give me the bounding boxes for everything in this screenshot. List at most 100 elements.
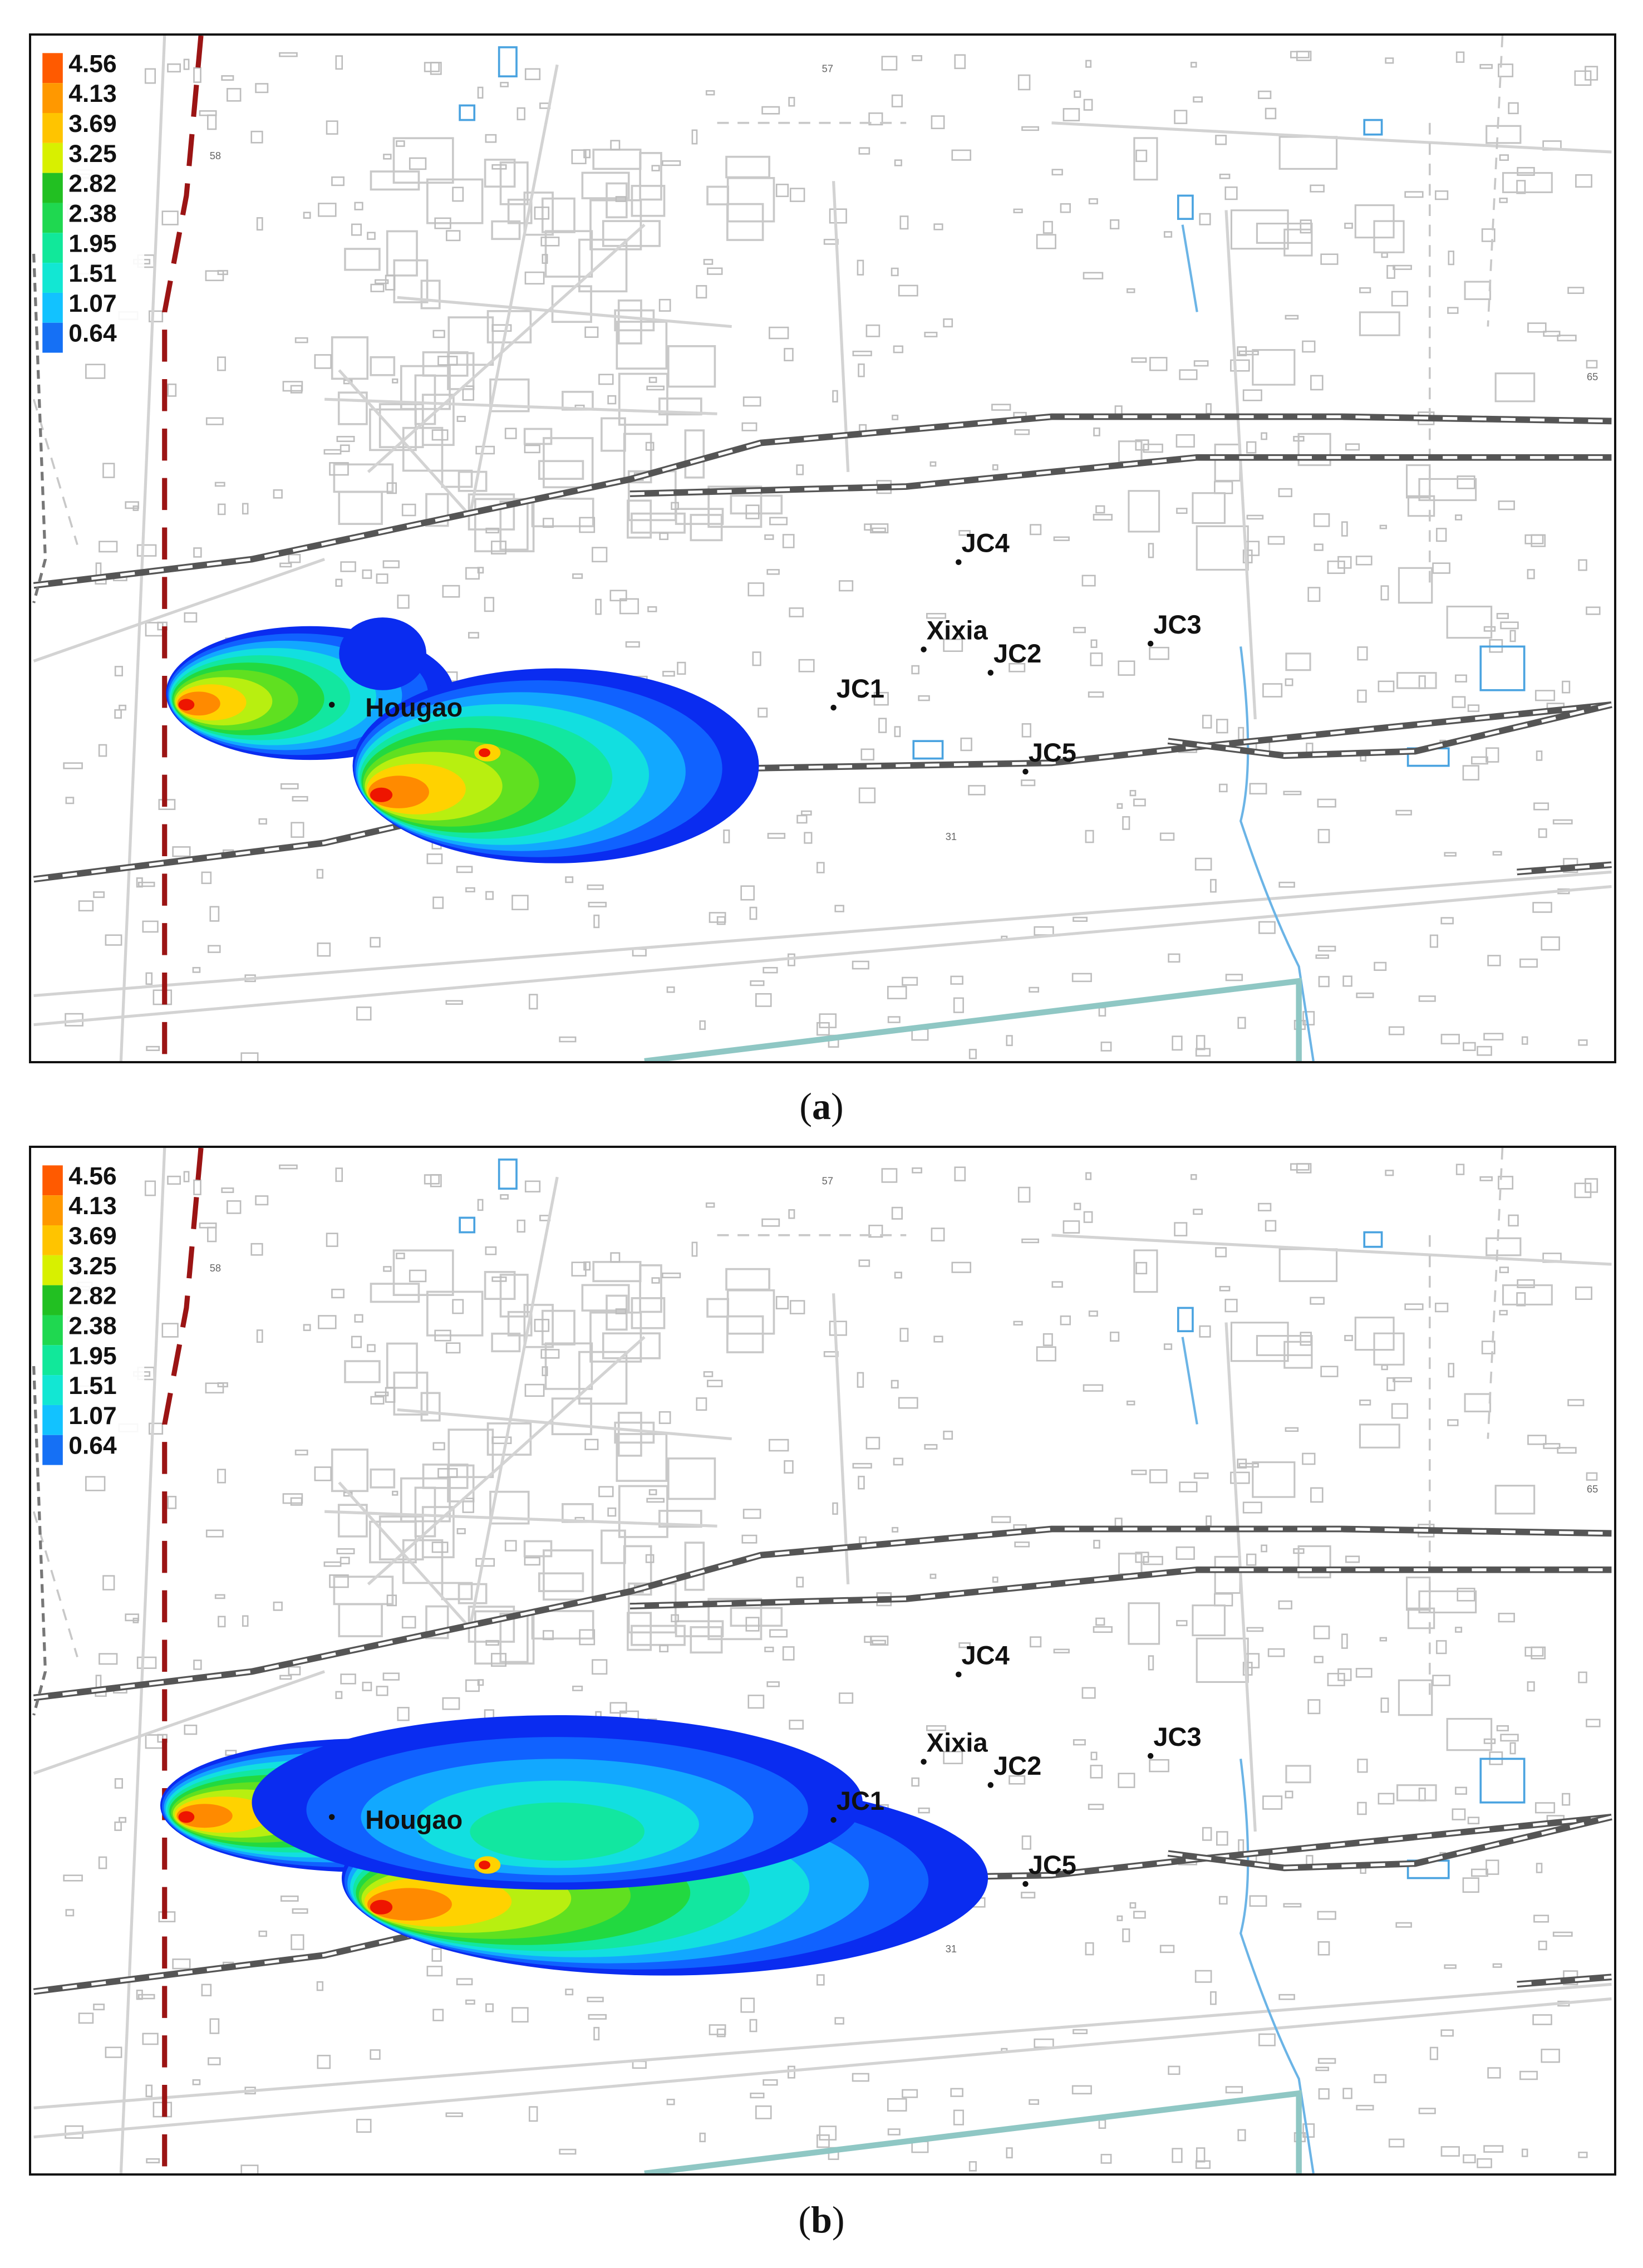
building-block	[421, 1506, 455, 1559]
building	[763, 2079, 778, 2086]
building	[323, 449, 342, 455]
building	[1118, 660, 1135, 676]
building	[437, 1468, 458, 1478]
building	[709, 2024, 726, 2035]
building	[1191, 1174, 1197, 1180]
building	[1385, 57, 1394, 64]
building-block	[422, 351, 469, 377]
building	[796, 814, 808, 824]
building	[323, 1561, 342, 1567]
building	[354, 1314, 363, 1323]
building	[1344, 1335, 1353, 1341]
building	[485, 891, 494, 900]
building	[918, 1807, 930, 1814]
building	[1193, 360, 1209, 367]
building	[858, 787, 876, 804]
building	[1100, 2153, 1112, 2164]
building	[485, 2003, 494, 2012]
building	[240, 1052, 259, 1061]
building	[1448, 1363, 1454, 1378]
building	[645, 441, 655, 451]
building	[221, 75, 234, 81]
building	[1532, 2014, 1552, 2025]
building	[1341, 521, 1348, 537]
building	[929, 461, 937, 467]
building-block	[725, 155, 770, 179]
building	[1202, 1827, 1212, 1841]
building	[335, 1167, 343, 1182]
building	[119, 1817, 127, 1823]
building	[456, 415, 466, 422]
building	[1534, 690, 1556, 701]
building	[1100, 1041, 1112, 1052]
building	[125, 1613, 140, 1622]
building	[926, 1725, 947, 1731]
building	[1481, 228, 1496, 242]
building	[1452, 1808, 1466, 1820]
building	[335, 578, 343, 587]
building	[703, 259, 714, 265]
building	[1088, 198, 1098, 205]
building	[559, 2148, 577, 2155]
building	[1499, 1266, 1509, 1273]
building	[1098, 2119, 1106, 2129]
railway-dash	[33, 1527, 1612, 1700]
building	[291, 1934, 304, 1950]
building	[579, 1629, 596, 1646]
building	[314, 1466, 332, 1481]
building	[816, 1022, 830, 1036]
building	[696, 285, 707, 299]
building	[255, 83, 269, 94]
building	[543, 518, 554, 528]
legend-label: 2.82	[68, 1283, 116, 1310]
building	[878, 718, 887, 733]
building	[65, 797, 75, 804]
building	[511, 895, 529, 911]
building	[723, 829, 730, 843]
building	[477, 1199, 484, 1211]
building	[282, 1493, 303, 1504]
building	[1006, 1035, 1013, 1047]
place-marker-jc5	[1022, 1881, 1029, 1887]
railway-dash	[1168, 703, 1612, 757]
building-block	[544, 1342, 593, 1390]
road	[33, 1670, 325, 1775]
place-label-jc2: JC2	[993, 1751, 1041, 1780]
building	[500, 82, 509, 87]
building-block	[551, 285, 592, 323]
building	[1090, 639, 1098, 648]
building	[409, 157, 427, 170]
road	[397, 296, 732, 328]
building	[193, 547, 202, 558]
building	[782, 534, 795, 548]
building-block	[623, 433, 652, 484]
building	[912, 55, 922, 61]
building	[887, 1016, 901, 1023]
building	[587, 1996, 604, 2002]
place-label-jc4: JC4	[962, 528, 1010, 558]
building	[336, 436, 355, 443]
building-block	[507, 1310, 533, 1337]
building	[1432, 1675, 1450, 1686]
building	[362, 569, 372, 579]
building	[172, 846, 191, 857]
building	[1199, 213, 1211, 225]
building	[1536, 1863, 1543, 1873]
building	[610, 140, 621, 151]
building	[1481, 1341, 1496, 1354]
building	[899, 1328, 909, 1342]
pond	[498, 1158, 518, 1190]
building	[1575, 1286, 1592, 1300]
building	[1215, 1247, 1227, 1258]
road	[1051, 1234, 1612, 1266]
building	[491, 164, 507, 170]
building	[511, 2007, 529, 2023]
building-block	[491, 1332, 521, 1353]
road	[324, 397, 717, 415]
building-block	[1446, 605, 1493, 639]
building	[279, 1164, 298, 1170]
building-block	[690, 1626, 723, 1654]
building	[1578, 2152, 1588, 2158]
building	[167, 383, 177, 397]
building	[491, 1653, 506, 1667]
